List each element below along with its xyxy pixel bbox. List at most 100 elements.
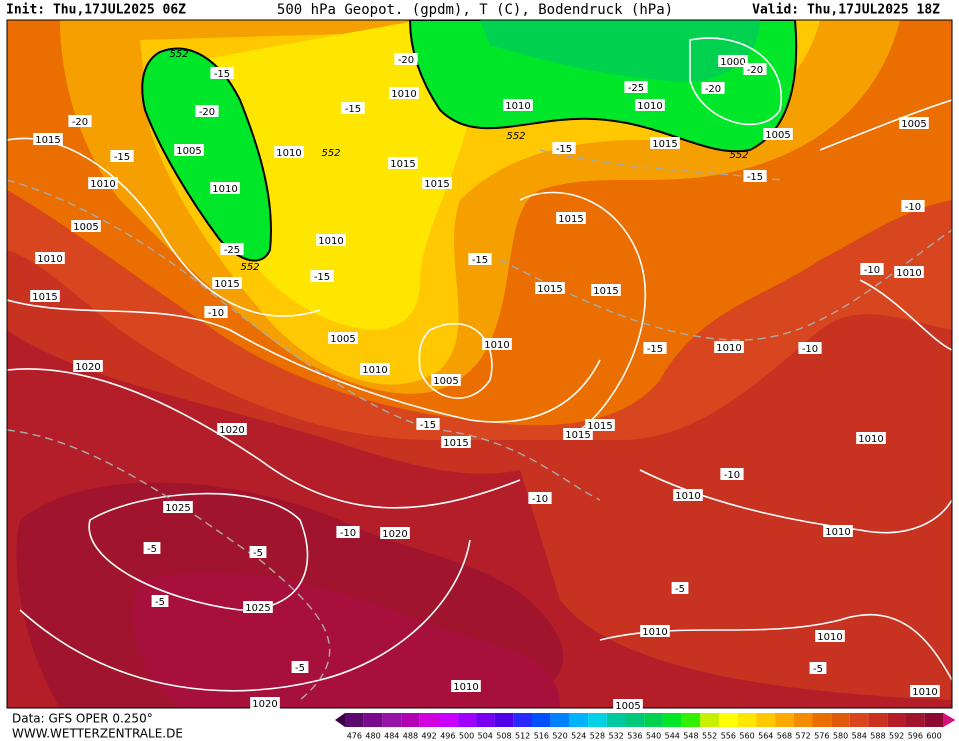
temperature-label-box xyxy=(528,492,552,504)
colorbar-swatch xyxy=(588,713,607,727)
temperature-label-box xyxy=(468,253,492,265)
pressure-label-box xyxy=(422,177,452,189)
pressure-label: 1005 xyxy=(765,130,790,141)
geopotential-label: 552 xyxy=(169,49,188,60)
valid-time: Valid: Thu,17JUL2025 18Z xyxy=(752,3,940,18)
temperature-label-box xyxy=(210,67,234,79)
pressure-label-box xyxy=(316,234,346,246)
colorbar-label: 588 xyxy=(870,732,885,741)
colorbar-swatch xyxy=(345,713,364,727)
temperature-label: -15 xyxy=(472,255,488,266)
colorbar-label: 592 xyxy=(889,732,904,741)
temperature-label: -25 xyxy=(224,245,240,256)
colorbar-label: 504 xyxy=(478,732,493,741)
temperature-label-box xyxy=(291,661,309,673)
temperature-label: -10 xyxy=(340,528,356,539)
pressure-label: 1015 xyxy=(652,139,677,150)
pressure-label-box xyxy=(823,525,853,537)
temperature-label-box xyxy=(552,142,576,154)
pressure-label: 1015 xyxy=(35,135,60,146)
temperature-label-box xyxy=(249,546,267,558)
colorbar-swatch xyxy=(401,713,420,727)
field-green-west xyxy=(141,47,272,262)
colorbar-label: 564 xyxy=(758,732,773,741)
temperature-label-box xyxy=(195,105,219,117)
colorbar-swatch xyxy=(868,713,888,727)
pressure-label-box xyxy=(556,212,586,224)
colorbar-swatch xyxy=(625,713,645,727)
colorbar-swatch xyxy=(681,713,701,727)
colorbar-label: 484 xyxy=(384,732,399,741)
temperature-label-box xyxy=(416,418,440,430)
temperature-label: -15 xyxy=(647,344,663,355)
pressure-label: 1020 xyxy=(219,425,244,436)
colorbar-label: 476 xyxy=(347,732,362,741)
temperature-label: -5 xyxy=(295,663,305,674)
temperature-label: -15 xyxy=(114,152,130,163)
colorbar-swatch xyxy=(662,713,682,727)
pressure-label: 1015 xyxy=(214,279,239,290)
isobar xyxy=(88,492,309,611)
colorbar-label: 480 xyxy=(365,732,380,741)
pressure-label: 1000 xyxy=(720,57,745,68)
temperature-label-box xyxy=(860,263,884,275)
geopotential-label: 552 xyxy=(240,262,259,273)
colorbar-swatch xyxy=(700,713,719,727)
pressure-label: 1010 xyxy=(362,365,387,376)
colorbar-swatch xyxy=(494,713,514,727)
map-frame xyxy=(6,19,953,709)
pressure-label: 1005 xyxy=(73,222,98,233)
temperature-label: -15 xyxy=(420,420,436,431)
temperature-label-box xyxy=(220,243,244,255)
temperature-label-box xyxy=(336,526,360,538)
temperature-label: -10 xyxy=(905,202,921,213)
pressure-label-box xyxy=(635,99,665,111)
pressure-label-box xyxy=(451,680,481,692)
temperature-label: -10 xyxy=(724,470,740,481)
colorbar-label: 572 xyxy=(796,732,811,741)
isobar xyxy=(859,279,952,351)
temperature-label: -5 xyxy=(155,597,165,608)
pressure-label-box xyxy=(441,436,471,448)
colorbar-label: 548 xyxy=(683,732,698,741)
temperature-label: -20 xyxy=(199,107,215,118)
temperature-label-box xyxy=(643,342,667,354)
colorbar-label: 508 xyxy=(496,732,511,741)
temperature-label-box xyxy=(151,595,169,607)
pressure-label-box xyxy=(88,177,118,189)
temperature-label: -15 xyxy=(747,172,763,183)
pressure-label: 1010 xyxy=(90,179,115,190)
colorbar: 476 480 484 488 492 496 500 504 508 512 516 520 524 5… xyxy=(335,713,956,741)
colorbar-swatch xyxy=(812,713,832,727)
pressure-label: 1010 xyxy=(391,89,416,100)
map-labels: 1015 1010 1005 1010 1015 1020 1020 1025 1025 1020… xyxy=(30,49,940,712)
colorbar-swatch xyxy=(475,713,495,727)
map-field xyxy=(7,20,952,708)
geopotential-label: 552 xyxy=(729,150,748,161)
pressure-label: 1020 xyxy=(75,362,100,373)
temperature-label: -20 xyxy=(747,65,763,76)
pressure-label: 1010 xyxy=(318,236,343,247)
colorbar-swatch xyxy=(606,713,626,727)
temperature-label: -20 xyxy=(398,55,414,66)
colorbar-label: 500 xyxy=(459,732,474,741)
pressure-label: 1010 xyxy=(505,101,530,112)
colorbar-label: 560 xyxy=(739,732,754,741)
colorbar-swatch xyxy=(363,713,383,727)
colorbar-swatch xyxy=(719,713,738,727)
colorbar-swatch xyxy=(887,713,906,727)
pressure-label-box xyxy=(33,133,63,145)
colorbar-swatch xyxy=(924,713,944,727)
pressure-label-box xyxy=(899,117,929,129)
pressure-label: 1005 xyxy=(433,376,458,387)
colorbar-label: 536 xyxy=(627,732,642,741)
temperature-label: -25 xyxy=(628,83,644,94)
pressure-label-box xyxy=(640,625,670,637)
colorbar-swatch xyxy=(644,713,663,727)
pressure-label-box xyxy=(274,146,304,158)
temperature-label-box xyxy=(624,81,648,93)
pressure-label: 1025 xyxy=(165,503,190,514)
temperature-label-box xyxy=(68,115,92,127)
colorbar-label: 556 xyxy=(721,732,736,741)
pressure-label: 1015 xyxy=(537,284,562,295)
